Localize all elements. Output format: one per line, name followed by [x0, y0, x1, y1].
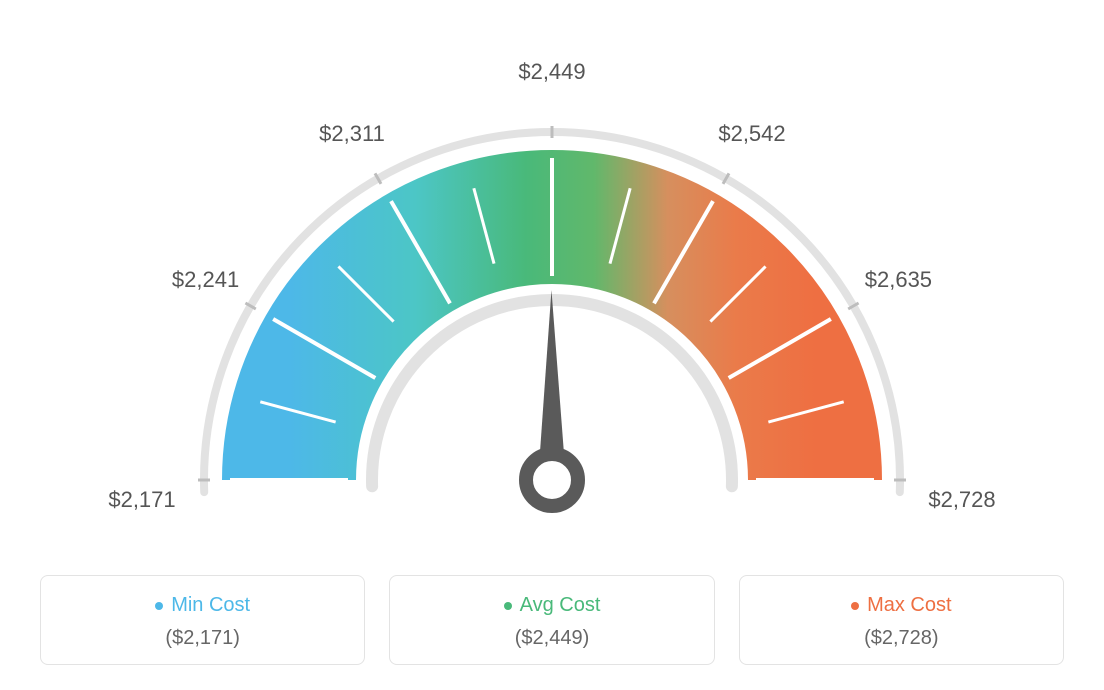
gauge-tick-label: $2,311 [319, 121, 385, 147]
legend-row: Min Cost ($2,171) Avg Cost ($2,449) Max … [40, 575, 1064, 665]
dot-icon [504, 602, 512, 610]
legend-title-max: Max Cost [851, 594, 951, 617]
dot-icon [851, 602, 859, 610]
legend-title-avg: Avg Cost [504, 594, 601, 617]
gauge-tick-label: $2,728 [928, 487, 995, 513]
gauge-tick-label: $2,171 [108, 487, 175, 513]
legend-label-max: Max Cost [867, 594, 951, 617]
gauge-area: $2,171 $2,241 $2,311 $2,449 $2,542 $2,635 $2,7… [0, 0, 1104, 560]
legend-title-min: Min Cost [155, 594, 250, 617]
legend-card-max: Max Cost ($2,728) [739, 575, 1064, 665]
legend-value-max: ($2,728) [754, 627, 1049, 650]
gauge-tick-label: $2,542 [718, 121, 785, 147]
gauge-chart-container: $2,171 $2,241 $2,311 $2,449 $2,542 $2,635 $2,7… [0, 0, 1104, 690]
gauge-tick-label: $2,635 [865, 267, 932, 293]
gauge-tick-label: $2,449 [518, 59, 585, 85]
legend-card-min: Min Cost ($2,171) [40, 575, 365, 665]
legend-value-avg: ($2,449) [404, 627, 699, 650]
gauge-tick-label: $2,241 [172, 267, 239, 293]
legend-card-avg: Avg Cost ($2,449) [389, 575, 714, 665]
legend-value-min: ($2,171) [55, 627, 350, 650]
dot-icon [155, 602, 163, 610]
legend-label-min: Min Cost [171, 594, 250, 617]
legend-label-avg: Avg Cost [520, 594, 601, 617]
